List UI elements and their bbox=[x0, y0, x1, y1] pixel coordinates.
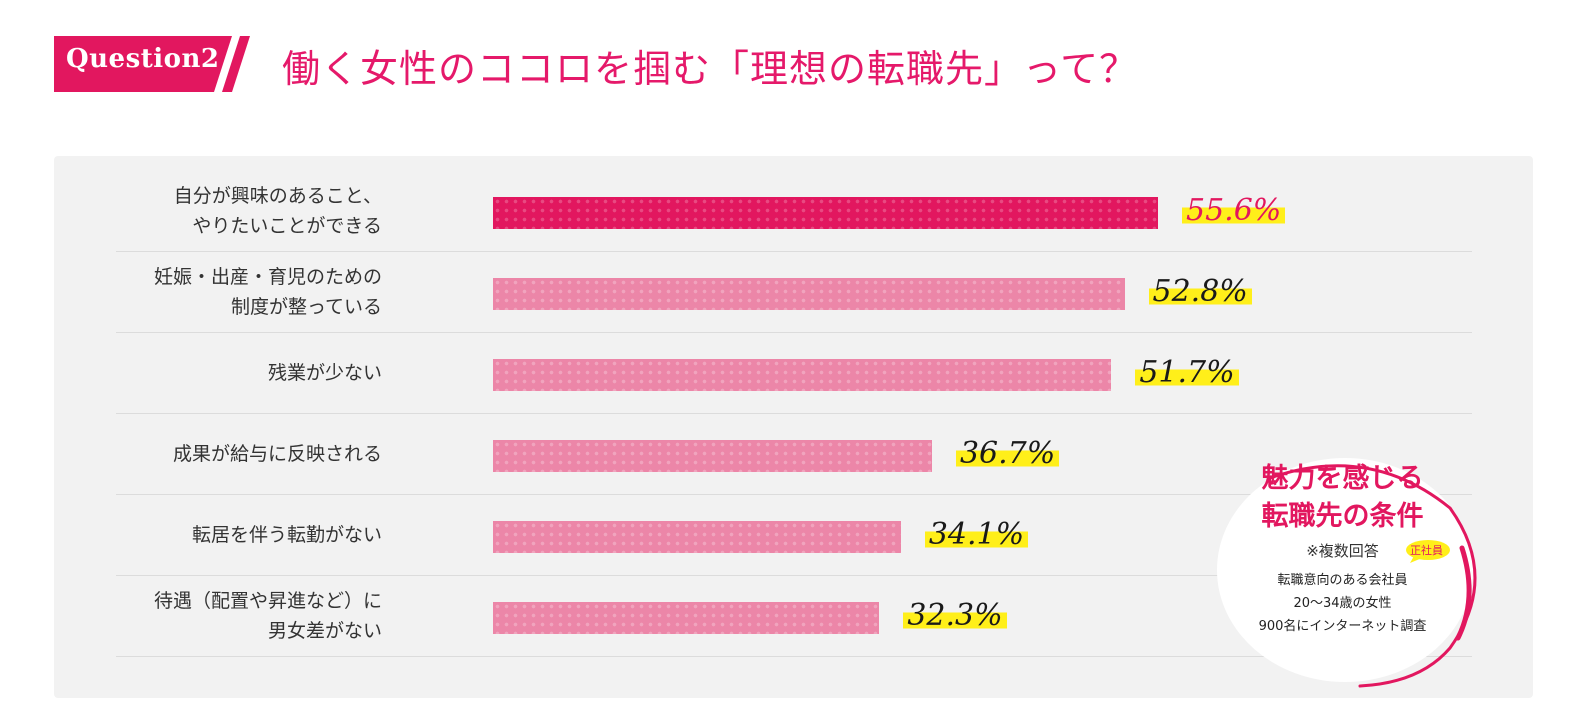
chart-row: 自分が興味のあること、やりたいことができる 55.6% bbox=[116, 170, 1472, 252]
value-label: 34.1% bbox=[924, 520, 1029, 550]
category-label: 待遇（配置や昇進など）に男女差がない bbox=[42, 586, 382, 646]
stamp-title-2: 転職先の条件 bbox=[1261, 501, 1424, 532]
chart-row: 成果が給与に反映される 36.7% bbox=[116, 413, 1472, 495]
page-title: 働く女性のココロを掴む「理想の転職先」って？ bbox=[282, 47, 1139, 91]
bar bbox=[493, 521, 901, 553]
bar bbox=[493, 440, 932, 472]
bar bbox=[493, 197, 1158, 229]
stamp-survey-2: 20～34歳の女性 bbox=[1293, 596, 1392, 611]
category-label-line: やりたいことができる bbox=[192, 214, 382, 237]
stamp-note: ※複数回答 bbox=[1306, 542, 1379, 560]
category-label: 残業が少ない bbox=[42, 358, 382, 388]
question-badge: Question2 bbox=[54, 36, 254, 92]
stamp-survey-3: 900名にインターネット調査 bbox=[1258, 619, 1427, 634]
chart-row: 待遇（配置や昇進など）に男女差がない 32.3% bbox=[116, 575, 1472, 657]
category-label: 妊娠・出産・育児のための制度が整っている bbox=[42, 262, 382, 322]
category-label: 成果が給与に反映される bbox=[42, 439, 382, 469]
category-label-line: 転居を伴う転勤がない bbox=[191, 523, 382, 546]
question-badge-label: Question2 bbox=[66, 44, 220, 74]
category-label-line: 待遇（配置や昇進など）に bbox=[153, 589, 382, 612]
chart-row: 残業が少ない 51.7% bbox=[116, 332, 1472, 414]
value-label: 52.8% bbox=[1148, 277, 1252, 307]
chart-row: 妊娠・出産・育児のための制度が整っている 52.8% bbox=[116, 251, 1472, 333]
bar bbox=[493, 359, 1112, 391]
category-label: 自分が興味のあること、やりたいことができる bbox=[42, 181, 382, 241]
category-label-line: 成果が給与に反映される bbox=[172, 442, 382, 465]
stamp-title-1: 魅力を感じる bbox=[1261, 463, 1424, 494]
stamp-tag: 正社員 bbox=[1406, 540, 1450, 563]
stamp-tag-label: 正社員 bbox=[1410, 544, 1443, 557]
bar bbox=[493, 602, 880, 634]
category-label-line: 残業が少ない bbox=[267, 361, 382, 384]
stamp-circle bbox=[1217, 458, 1477, 688]
survey-stamp: 魅力を感じる 転職先の条件 ※複数回答 正社員 転職意向のある会社員 20～34… bbox=[1200, 448, 1485, 688]
value-label: 55.6% bbox=[1182, 196, 1286, 226]
value-label: 51.7% bbox=[1135, 358, 1239, 388]
category-label-line: 妊娠・出産・育児のための bbox=[153, 265, 382, 288]
value-label: 36.7% bbox=[955, 439, 1060, 469]
category-label: 転居を伴う転勤がない bbox=[42, 520, 382, 550]
value-label: 32.3% bbox=[903, 601, 1007, 631]
category-label-line: 制度が整っている bbox=[230, 295, 382, 318]
stamp-survey-1: 転職意向のある会社員 bbox=[1277, 573, 1408, 588]
category-label-line: 自分が興味のあること、 bbox=[173, 184, 382, 207]
bar bbox=[493, 278, 1125, 310]
chart-row: 転居を伴う転勤がない 34.1% bbox=[116, 494, 1472, 576]
category-label-line: 男女差がない bbox=[267, 619, 382, 642]
